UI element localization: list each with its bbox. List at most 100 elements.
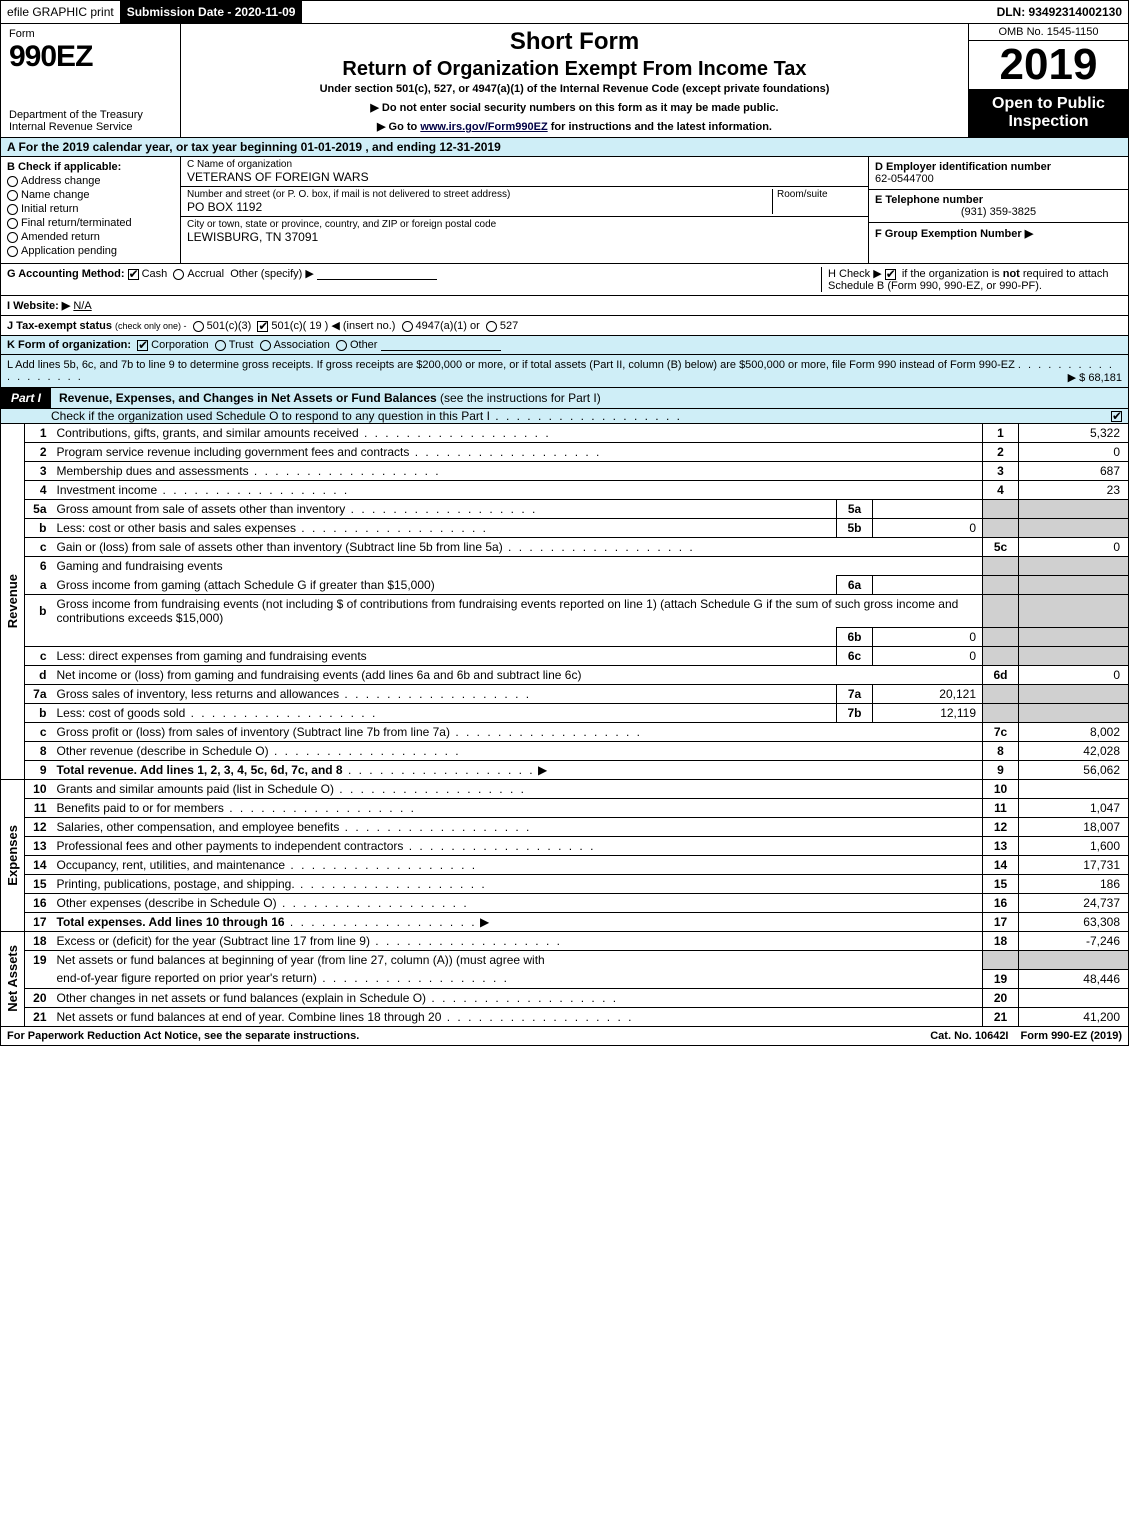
- part-i-title: Revenue, Expenses, and Changes in Net As…: [59, 391, 1128, 405]
- cb-address-change[interactable]: Address change: [7, 175, 174, 187]
- cb-final-return[interactable]: Final return/terminated: [7, 217, 174, 229]
- form-header: Form 990EZ Department of the Treasury In…: [0, 24, 1129, 138]
- col-b-checkboxes: B Check if applicable: Address change Na…: [1, 157, 181, 263]
- l-amount: ▶ $ 68,181: [1068, 371, 1122, 384]
- dept-treasury: Department of the Treasury Internal Reve…: [9, 109, 172, 133]
- cb-corp[interactable]: [137, 340, 148, 351]
- revenue-label: Revenue: [1, 424, 25, 780]
- line-19b: end-of-year figure reported on prior yea…: [1, 969, 1129, 988]
- i-label: I Website: ▶: [7, 300, 70, 312]
- rb-527[interactable]: [486, 321, 497, 332]
- line-6: 6 Gaming and fundraising events: [1, 557, 1129, 576]
- line-7b: b Less: cost of goods sold 7b 12,119: [1, 704, 1129, 723]
- opt-cash: Cash: [142, 268, 168, 280]
- col-b-header: B Check if applicable:: [7, 161, 174, 173]
- top-bar: efile GRAPHIC print Submission Date - 20…: [0, 0, 1129, 24]
- opt-501c: 501(c)( 19 ) ◀ (insert no.): [271, 320, 395, 332]
- k-label: K Form of organization:: [7, 339, 131, 351]
- line-5c: c Gain or (loss) from sale of assets oth…: [1, 538, 1129, 557]
- cb-trust[interactable]: [215, 340, 226, 351]
- goto-notice: ▶ Go to www.irs.gov/Form990EZ for instru…: [189, 120, 960, 133]
- l-text: L Add lines 5b, 6c, and 7b to line 9 to …: [7, 359, 1015, 371]
- row-j: J Tax-exempt status (check only one) - 5…: [0, 316, 1129, 336]
- row-i: I Website: ▶ N/A: [0, 296, 1129, 316]
- line-20: 20Other changes in net assets or fund ba…: [1, 988, 1129, 1007]
- tel-cell: E Telephone number (931) 359-3825: [869, 190, 1128, 223]
- irs-link[interactable]: www.irs.gov/Form990EZ: [420, 121, 547, 133]
- opt-527: 527: [500, 320, 518, 332]
- opt-other-org: Other: [350, 339, 378, 351]
- rb-501c[interactable]: [257, 321, 268, 332]
- org-info-block: B Check if applicable: Address change Na…: [0, 157, 1129, 264]
- row-k: K Form of organization: Corporation Trus…: [0, 336, 1129, 355]
- opt-other: Other (specify) ▶: [230, 268, 314, 280]
- other-org-blank[interactable]: [381, 339, 501, 351]
- form-header-left: Form 990EZ Department of the Treasury In…: [1, 24, 181, 137]
- line-18: Net Assets 18Excess or (deficit) for the…: [1, 932, 1129, 951]
- tax-year: 2019: [969, 41, 1128, 89]
- opt-trust: Trust: [229, 339, 254, 351]
- line-15: 15Printing, publications, postage, and s…: [1, 875, 1129, 894]
- form-header-center: Short Form Return of Organization Exempt…: [181, 24, 968, 137]
- efile-graphic-print[interactable]: efile GRAPHIC print: [1, 1, 121, 23]
- cb-amended-return[interactable]: Amended return: [7, 231, 174, 243]
- rb-4947[interactable]: [402, 321, 413, 332]
- lines-table: Revenue 1 Contributions, gifts, grants, …: [0, 424, 1129, 1027]
- cb-accrual[interactable]: [173, 269, 184, 280]
- rb-501c3[interactable]: [193, 321, 204, 332]
- netassets-label: Net Assets: [1, 932, 25, 1027]
- line-11: 11Benefits paid to or for members 111,04…: [1, 799, 1129, 818]
- footer-right: Form 990-EZ (2019): [1015, 1027, 1129, 1045]
- city-value: LEWISBURG, TN 37091: [187, 230, 862, 244]
- dln: DLN: 93492314002130: [991, 1, 1128, 23]
- cb-other-org[interactable]: [336, 340, 347, 351]
- ein-label: D Employer identification number: [875, 161, 1051, 173]
- part-i-header: Part I Revenue, Expenses, and Changes in…: [0, 388, 1129, 409]
- part-i-checkbox[interactable]: [1108, 409, 1128, 423]
- line-7a: 7a Gross sales of inventory, less return…: [1, 685, 1129, 704]
- org-name-cell: C Name of organization VETERANS OF FOREI…: [181, 157, 868, 187]
- h-text-a: if the organization is: [902, 268, 1003, 280]
- col-d: D Employer identification number 62-0544…: [868, 157, 1128, 263]
- cb-application-pending[interactable]: Application pending: [7, 245, 174, 257]
- cb-initial-return[interactable]: Initial return: [7, 203, 174, 215]
- h-not: not: [1003, 268, 1020, 280]
- group-exemption-cell: F Group Exemption Number ▶: [869, 223, 1128, 263]
- h-prefix: H Check ▶: [828, 268, 882, 280]
- form-number: 990EZ: [9, 40, 172, 74]
- expenses-label: Expenses: [1, 780, 25, 932]
- row-a-tax-year: A For the 2019 calendar year, or tax yea…: [0, 138, 1129, 157]
- line-4: 4 Investment income 4 23: [1, 481, 1129, 500]
- g-label: G Accounting Method:: [7, 268, 125, 280]
- line-6b-b: 6b 0: [1, 628, 1129, 647]
- row-l: L Add lines 5b, 6c, and 7b to line 9 to …: [0, 355, 1129, 388]
- line-1: Revenue 1 Contributions, gifts, grants, …: [1, 424, 1129, 443]
- row-h: H Check ▶ if the organization is not req…: [822, 267, 1122, 292]
- opt-corp: Corporation: [151, 339, 208, 351]
- cb-assoc[interactable]: [260, 340, 271, 351]
- group-exemption-label: F Group Exemption Number ▶: [875, 228, 1033, 240]
- org-name: VETERANS OF FOREIGN WARS: [187, 170, 862, 184]
- part-i-check-text: Check if the organization used Schedule …: [51, 409, 1108, 423]
- footer-left: For Paperwork Reduction Act Notice, see …: [1, 1027, 924, 1045]
- line-12: 12Salaries, other compensation, and empl…: [1, 818, 1129, 837]
- submission-date: Submission Date - 2020-11-09: [121, 1, 303, 23]
- cb-h[interactable]: [885, 269, 896, 280]
- org-street-cell: Number and street (or P. O. box, if mail…: [181, 187, 868, 217]
- line-5a: 5a Gross amount from sale of assets othe…: [1, 500, 1129, 519]
- ein-cell: D Employer identification number 62-0544…: [869, 157, 1128, 190]
- opt-4947: 4947(a)(1) or: [416, 320, 480, 332]
- city-label: City or town, state or province, country…: [187, 219, 862, 230]
- line-9: 9 Total revenue. Add lines 1, 2, 3, 4, 5…: [1, 761, 1129, 780]
- row-g: G Accounting Method: Cash Accrual Other …: [7, 267, 822, 292]
- opt-accrual: Accrual: [187, 268, 224, 280]
- line-8: 8 Other revenue (describe in Schedule O)…: [1, 742, 1129, 761]
- other-specify-blank[interactable]: [317, 268, 437, 280]
- cb-name-change[interactable]: Name change: [7, 189, 174, 201]
- line-13: 13Professional fees and other payments t…: [1, 837, 1129, 856]
- tel-value: (931) 359-3825: [875, 206, 1122, 218]
- cb-cash[interactable]: [128, 269, 139, 280]
- topbar-spacer: [302, 1, 990, 23]
- form-label: Form: [9, 28, 172, 40]
- org-name-label: C Name of organization: [187, 159, 862, 170]
